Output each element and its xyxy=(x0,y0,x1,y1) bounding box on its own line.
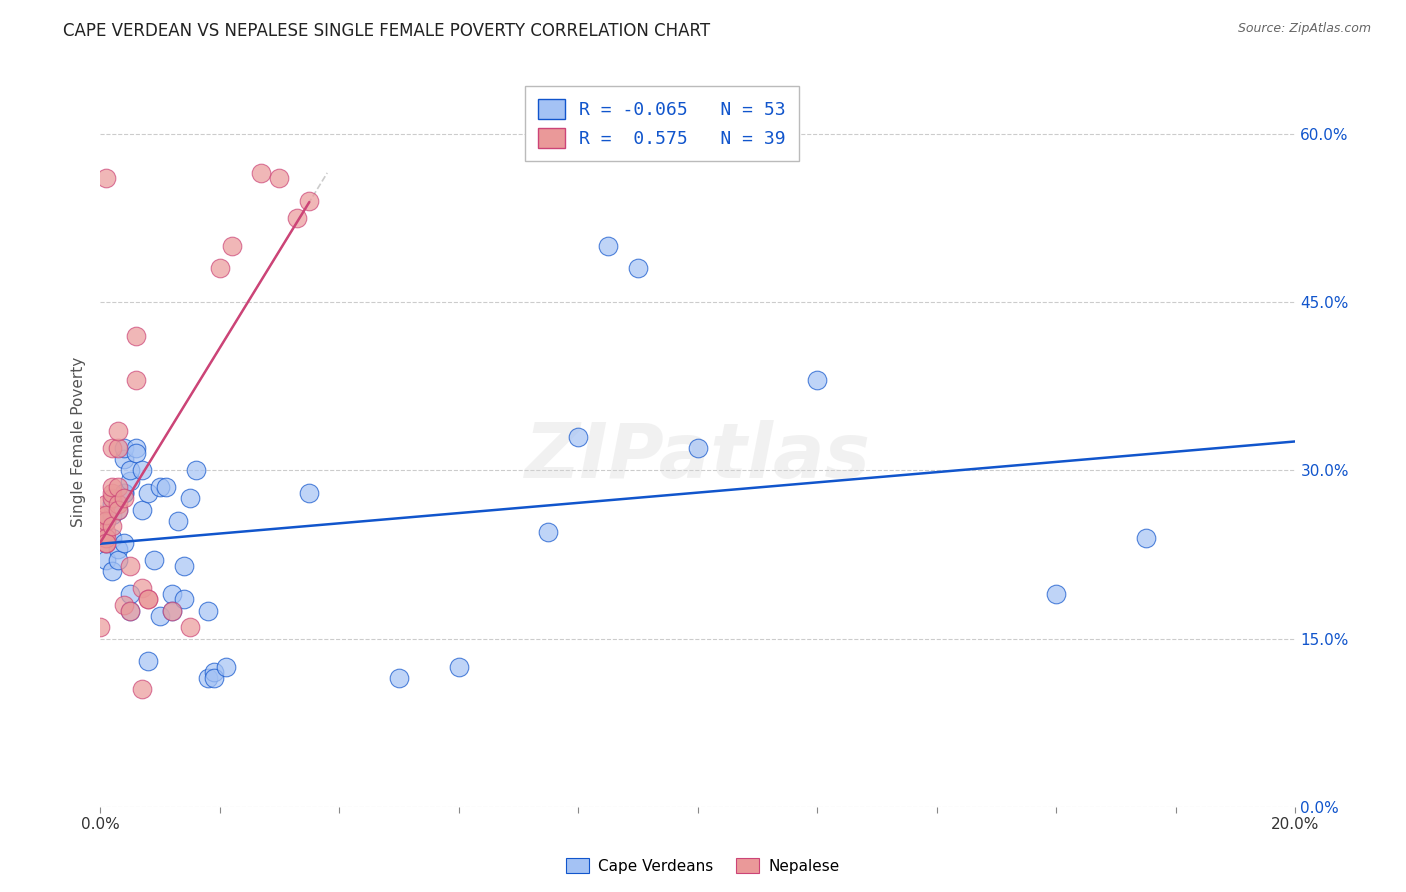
Point xyxy=(118,475,141,489)
Point xyxy=(118,603,141,617)
Text: Source: ZipAtlas.com: Source: ZipAtlas.com xyxy=(1237,22,1371,36)
Point xyxy=(107,497,129,511)
Point xyxy=(125,328,148,343)
Point xyxy=(142,553,165,567)
Point xyxy=(101,519,124,533)
Point xyxy=(160,603,183,617)
Point xyxy=(202,665,225,680)
Point xyxy=(107,553,129,567)
Point xyxy=(94,514,117,528)
Point xyxy=(221,239,243,253)
Point xyxy=(118,463,141,477)
Point xyxy=(101,531,124,545)
Point xyxy=(101,480,124,494)
Point xyxy=(94,514,117,528)
Point xyxy=(107,502,129,516)
Legend: Cape Verdeans, Nepalese: Cape Verdeans, Nepalese xyxy=(560,852,846,880)
Point xyxy=(94,171,117,186)
Point xyxy=(197,603,219,617)
Point xyxy=(686,441,709,455)
Point xyxy=(298,194,321,208)
Point xyxy=(94,524,117,539)
Point xyxy=(107,502,129,516)
Point xyxy=(94,531,117,545)
Point xyxy=(131,502,153,516)
Point xyxy=(179,491,201,506)
Point xyxy=(160,603,183,617)
Point xyxy=(567,429,589,443)
Point xyxy=(112,598,135,612)
Point xyxy=(101,485,124,500)
Point xyxy=(136,654,159,668)
Point xyxy=(94,536,117,550)
Point xyxy=(94,508,117,523)
Point xyxy=(269,171,291,186)
Point xyxy=(107,441,129,455)
Point xyxy=(173,592,195,607)
Point xyxy=(173,558,195,573)
Point xyxy=(285,211,308,225)
Point xyxy=(94,497,117,511)
Point xyxy=(101,497,124,511)
Point xyxy=(179,620,201,634)
Point xyxy=(107,541,129,556)
Point xyxy=(166,514,188,528)
Text: ZIPatlas: ZIPatlas xyxy=(524,420,870,494)
Point xyxy=(112,485,135,500)
Point xyxy=(118,587,141,601)
Point xyxy=(197,671,219,685)
Point xyxy=(107,424,129,438)
Point xyxy=(208,261,231,276)
Point xyxy=(136,592,159,607)
Point xyxy=(112,536,135,550)
Point xyxy=(112,485,135,500)
Point xyxy=(388,671,411,685)
Point xyxy=(101,564,124,578)
Point xyxy=(112,491,135,506)
Point xyxy=(149,609,172,624)
Point xyxy=(131,581,153,595)
Point xyxy=(136,485,159,500)
Point xyxy=(155,480,177,494)
Point xyxy=(118,558,141,573)
Point xyxy=(202,671,225,685)
Point xyxy=(89,508,111,523)
Point xyxy=(101,508,124,523)
Point xyxy=(107,480,129,494)
Point xyxy=(537,524,560,539)
Point xyxy=(298,485,321,500)
Point xyxy=(125,374,148,388)
Point xyxy=(131,463,153,477)
Point xyxy=(149,480,172,494)
Point xyxy=(447,659,470,673)
Point xyxy=(598,239,620,253)
Legend: R = -0.065   N = 53, R =  0.575   N = 39: R = -0.065 N = 53, R = 0.575 N = 39 xyxy=(526,87,799,161)
Point xyxy=(112,452,135,467)
Point xyxy=(118,603,141,617)
Point xyxy=(1045,587,1067,601)
Point xyxy=(1135,531,1157,545)
Point xyxy=(112,441,135,455)
Point xyxy=(101,491,124,506)
Point xyxy=(250,166,273,180)
Point xyxy=(125,441,148,455)
Y-axis label: Single Female Poverty: Single Female Poverty xyxy=(72,357,86,527)
Point xyxy=(89,620,111,634)
Point xyxy=(131,682,153,697)
Point xyxy=(627,261,650,276)
Text: CAPE VERDEAN VS NEPALESE SINGLE FEMALE POVERTY CORRELATION CHART: CAPE VERDEAN VS NEPALESE SINGLE FEMALE P… xyxy=(63,22,710,40)
Point xyxy=(214,659,236,673)
Point xyxy=(101,441,124,455)
Point xyxy=(160,587,183,601)
Point xyxy=(94,553,117,567)
Point xyxy=(94,536,117,550)
Point xyxy=(94,536,117,550)
Point xyxy=(89,524,111,539)
Point xyxy=(184,463,207,477)
Point xyxy=(89,524,111,539)
Point xyxy=(125,446,148,460)
Point xyxy=(806,374,828,388)
Point xyxy=(136,592,159,607)
